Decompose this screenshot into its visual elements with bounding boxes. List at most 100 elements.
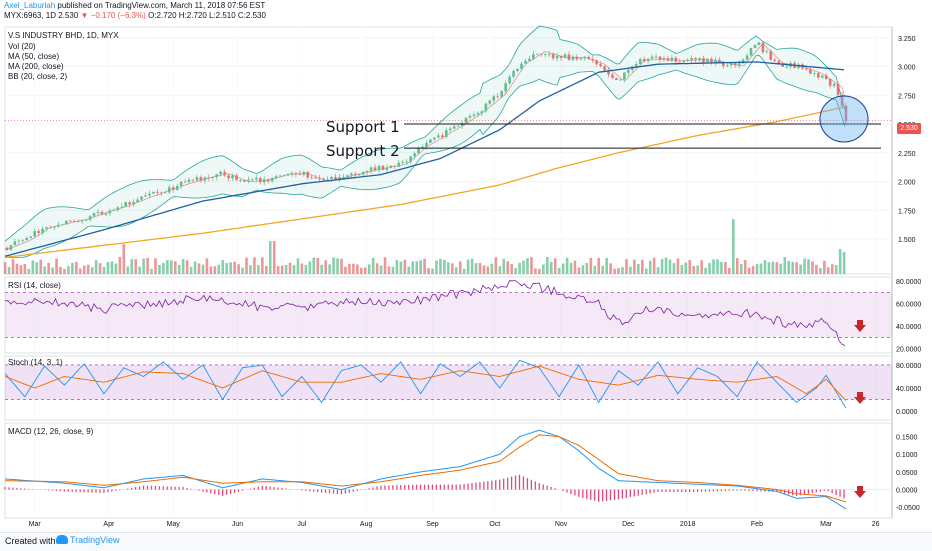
volume-bar [233, 261, 236, 274]
candle-body [611, 74, 614, 78]
candle-body [496, 96, 500, 98]
candle-body [144, 195, 147, 197]
rsi-title[interactable]: RSI (14, close) [8, 281, 61, 290]
volume-bar [308, 261, 312, 274]
candle-body [456, 125, 460, 127]
volume-bar [114, 263, 118, 274]
down-arrow-icon: ▼ [80, 11, 89, 20]
volume-bar [581, 265, 585, 274]
candle-body [278, 175, 282, 177]
volume-bar [197, 263, 201, 274]
volume-bar [300, 263, 304, 274]
time-tick-label: Jul [297, 521, 306, 528]
candle-body [472, 114, 476, 116]
volume-bar [356, 264, 359, 274]
candle-body [179, 181, 183, 186]
candle-body [757, 42, 761, 46]
volume-bar [522, 260, 525, 274]
volume-bar [375, 263, 379, 274]
candle-body [425, 142, 428, 147]
candle-body [25, 237, 29, 241]
candle-body [587, 56, 591, 59]
volume-bar [320, 264, 324, 274]
footer-bar: Created with TradingView [0, 532, 932, 551]
candle-body [88, 216, 92, 220]
volume-bar [795, 262, 798, 274]
volume-bar [557, 267, 561, 274]
volume-bar [150, 268, 153, 274]
candle-body [120, 206, 124, 208]
candle-body [128, 202, 131, 205]
candle-body [650, 56, 654, 59]
candle-body [543, 54, 547, 56]
volume-bar [130, 259, 134, 274]
volume-bar [336, 258, 339, 274]
candle-body [642, 58, 646, 61]
candle-body [235, 175, 238, 180]
candle-body [72, 220, 76, 222]
time-tick-label: Oct [489, 521, 500, 528]
volume-bar [633, 259, 636, 274]
candle-body [33, 231, 36, 237]
arrow-shaft [857, 392, 863, 397]
candle-body [753, 45, 757, 49]
symbol-line: MYX:6963, 1D 2.530 ▼ −0.170 (−6.3%) O:2.… [4, 11, 266, 20]
volume-bar [838, 249, 842, 274]
candle-body [381, 165, 385, 171]
panel-frame-3 [4, 422, 893, 519]
candle-body [357, 174, 361, 176]
candle-body [844, 105, 848, 122]
candle-body [765, 51, 769, 53]
time-tick-label: Dec [622, 521, 635, 528]
candle-body [349, 173, 353, 176]
rsi-line [4, 280, 846, 346]
volume-bar [763, 260, 767, 274]
candle-body [840, 94, 844, 106]
volume-bar [573, 260, 577, 274]
volume-bar [280, 265, 284, 274]
candle-body [203, 177, 207, 181]
candle-body [80, 220, 84, 222]
legend-bb[interactable]: BB (20, close, 2) [8, 72, 68, 81]
candle-body [623, 72, 626, 80]
macd-title[interactable]: MACD (12, 26, close, 9) [8, 427, 94, 436]
candle-body [820, 75, 824, 78]
volume-bar [834, 265, 838, 274]
candle-body [163, 192, 167, 194]
legend-ma50[interactable]: MA (50, close) [8, 52, 60, 61]
legend-ma200[interactable]: MA (200, close) [8, 62, 64, 71]
volume-bar [498, 266, 502, 274]
support1-label: Support 1 [326, 118, 400, 136]
candle-body [369, 167, 373, 171]
volume-bar [435, 260, 438, 274]
candle-body [334, 176, 337, 180]
legend-vol[interactable]: Vol (20) [8, 42, 36, 51]
stoch-title[interactable]: Stoch (14, 3, 1) [8, 358, 63, 367]
candle-body [100, 211, 104, 215]
candle-body [353, 173, 357, 175]
candle-body [682, 60, 686, 63]
candle-body [294, 172, 298, 174]
time-tick-label: Feb [751, 521, 763, 528]
candle-body [405, 161, 409, 163]
tradingview-logo[interactable]: TradingView [56, 535, 120, 545]
candle-body [338, 177, 341, 180]
author-link[interactable]: Axel_Laburlah [4, 1, 56, 10]
candle-body [258, 177, 262, 183]
volume-bar [458, 261, 462, 274]
candle-body [706, 58, 709, 63]
volume-bar [506, 261, 510, 274]
candle-body [140, 196, 143, 200]
candle-body [401, 162, 405, 163]
volume-bar [454, 267, 458, 274]
candle-body [167, 187, 171, 193]
volume-bar [779, 263, 783, 274]
candle-body [29, 236, 33, 238]
volume-bar [577, 267, 581, 274]
volume-bar [241, 267, 244, 274]
candle-body [195, 177, 199, 181]
volume-bar [771, 261, 775, 274]
candle-body [286, 174, 290, 176]
candle-body [773, 59, 777, 62]
